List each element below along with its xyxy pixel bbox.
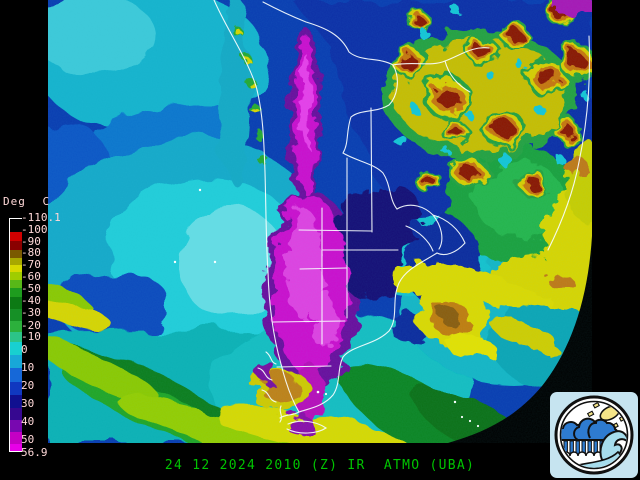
scale-tick-label: -50 bbox=[21, 282, 41, 295]
scale-tick-label: 56.9 bbox=[21, 446, 48, 459]
logo-inner-ring bbox=[559, 400, 629, 470]
scale-tick-label: 0 bbox=[21, 343, 28, 356]
scale-tick-label: 10 bbox=[21, 361, 35, 374]
sea-foam bbox=[561, 451, 603, 457]
scale-tick-label: -10 bbox=[21, 330, 41, 343]
scale-tick-label: -30 bbox=[21, 306, 41, 319]
scale-tick-label: -60 bbox=[21, 270, 41, 283]
scale-tick-label: 20 bbox=[21, 379, 35, 392]
scale-tick-label: 30 bbox=[21, 397, 35, 410]
scale-tick-label: -110.1 bbox=[21, 211, 61, 224]
scale-tick-label: -90 bbox=[21, 235, 41, 248]
scale-tick-label: -70 bbox=[21, 258, 41, 271]
scale-tick-label: 40 bbox=[21, 415, 35, 428]
scale-tick-label: -40 bbox=[21, 294, 41, 307]
atmo-uba-logo bbox=[550, 392, 638, 478]
colorbar bbox=[9, 218, 22, 452]
scale-tick-label: -100 bbox=[21, 223, 48, 236]
sensor-noise-overlay bbox=[48, 0, 592, 443]
scale-title: Deg C bbox=[3, 195, 51, 208]
scale-tick-label: -80 bbox=[21, 246, 41, 259]
scale-tick-label: -20 bbox=[21, 319, 41, 332]
timestamp: 24 12 2024 2010 (Z) IR ATMO (UBA) bbox=[164, 458, 476, 473]
scale-tick-label: 50 bbox=[21, 433, 35, 446]
